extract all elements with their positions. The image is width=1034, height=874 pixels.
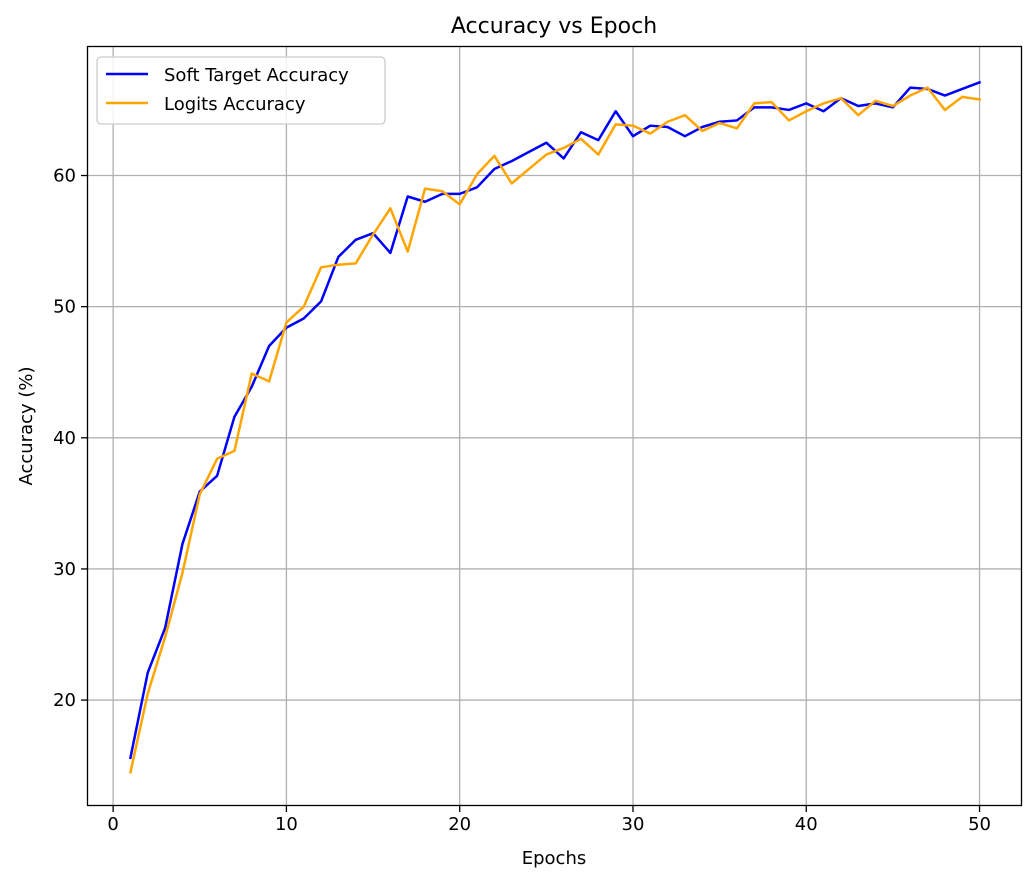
legend-box [96, 56, 386, 125]
y-axis-label: Accuracy (%) [16, 366, 37, 485]
y-tick-label: 20 [53, 690, 76, 711]
y-tick-label: 60 [53, 166, 76, 187]
chart-title: Accuracy vs Epoch [451, 14, 657, 39]
legend: Soft Target Accuracy Logits Accuracy [96, 56, 386, 125]
x-axis-label: Epochs [522, 848, 587, 869]
x-tick-label: 20 [448, 814, 471, 835]
plot-frame [86, 45, 1023, 807]
y-tick-label: 50 [53, 297, 76, 318]
logits-accuracy-line [128, 86, 981, 774]
x-tick-label: 10 [275, 814, 298, 835]
y-tick-label: 40 [53, 428, 76, 449]
series-lines [128, 80, 982, 774]
y-tick-label: 30 [53, 559, 76, 580]
legend-label-soft-target: Soft Target Accuracy [164, 65, 349, 86]
grid [88, 47, 1022, 805]
x-tick-label: 30 [622, 814, 645, 835]
x-tick-label: 40 [795, 814, 818, 835]
legend-label-logits: Logits Accuracy [164, 94, 306, 115]
x-tick-label: 0 [107, 814, 118, 835]
axis-ticks: 0 10 20 30 40 50 20 30 40 50 60 [53, 166, 991, 835]
x-tick-label: 50 [968, 814, 991, 835]
